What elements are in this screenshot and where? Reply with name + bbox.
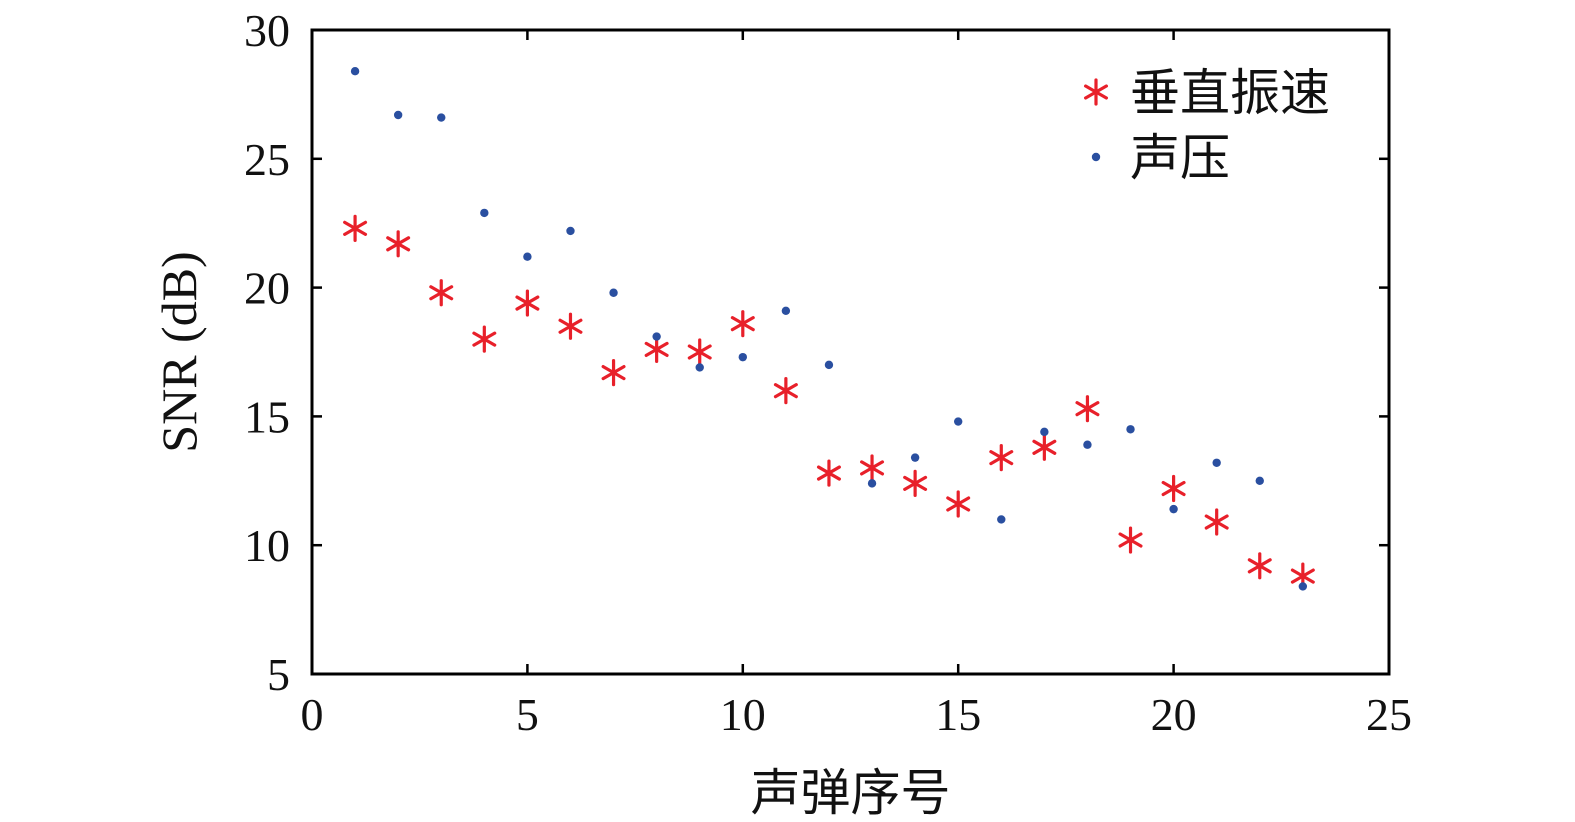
asterisk-stroke — [1075, 401, 1100, 417]
data-point-asterisk — [343, 214, 368, 242]
legend-item-vertical-velocity: 垂直振速 — [1084, 65, 1330, 121]
data-point-asterisk — [1161, 474, 1186, 503]
data-point-asterisk — [601, 359, 626, 387]
data-point-asterisk — [644, 335, 669, 364]
data-point-asterisk — [1032, 433, 1057, 461]
data-point-asterisk — [903, 469, 928, 497]
data-point-asterisk — [730, 310, 755, 338]
asterisk-stroke — [903, 475, 928, 491]
data-point-dot — [350, 67, 360, 76]
asterisk-stroke — [773, 383, 798, 399]
legend-dot-symbol — [1091, 152, 1101, 162]
asterisk-stroke — [1032, 439, 1057, 455]
data-point-asterisk — [773, 377, 798, 405]
asterisk-stroke — [601, 365, 626, 381]
y-tick-label: 15 — [244, 391, 290, 442]
asterisk-stroke — [1118, 532, 1143, 548]
legend: 垂直振速 声压 — [1084, 65, 1330, 186]
data-point-dot — [695, 363, 704, 372]
asterisk-stroke — [429, 285, 454, 301]
asterisk-stroke — [946, 496, 971, 512]
data-point-asterisk — [429, 279, 454, 307]
series-sound-pressure — [350, 67, 1308, 591]
data-point-dot — [824, 360, 834, 370]
data-point-asterisk — [558, 312, 583, 340]
data-point-asterisk — [515, 289, 540, 317]
x-tick-label: 5 — [516, 689, 539, 740]
data-point-asterisk — [816, 459, 841, 487]
asterisk-stroke — [343, 220, 368, 236]
data-point-dot — [910, 453, 920, 462]
asterisk-stroke — [1290, 568, 1315, 584]
data-point-dot — [1083, 440, 1092, 449]
data-point-dot — [1212, 458, 1221, 467]
data-point-dot — [781, 306, 791, 315]
data-point-dot — [1126, 425, 1135, 434]
data-point-dot — [738, 352, 747, 362]
asterisk-stroke — [687, 344, 712, 360]
y-tick-label: 5 — [267, 649, 290, 700]
legend-label-vertical-velocity: 垂直振速 — [1130, 65, 1330, 121]
data-point-dot — [437, 113, 446, 122]
x-tick-label: 20 — [1151, 689, 1197, 740]
plot-frame — [310, 28, 1391, 676]
asterisk-stroke — [644, 341, 669, 358]
x-tick-label: 25 — [1366, 689, 1412, 740]
x-tick-label: 0 — [301, 689, 324, 740]
data-point-asterisk — [1247, 552, 1272, 580]
data-point-dot — [997, 515, 1006, 524]
asterisk-stroke — [515, 295, 540, 311]
data-point-asterisk — [946, 490, 971, 518]
x-tick-label: 15 — [935, 689, 981, 740]
y-tick-label: 10 — [244, 520, 290, 571]
data-point-asterisk — [1204, 508, 1229, 536]
data-point-asterisk — [386, 230, 411, 258]
data-point-dot — [609, 288, 618, 297]
data-point-dot — [393, 110, 403, 120]
asterisk-stroke — [1161, 480, 1186, 497]
asterisk-stroke — [1204, 514, 1229, 530]
y-tick-label: 30 — [244, 5, 290, 56]
marks-layer — [343, 67, 1315, 591]
data-point-dot — [566, 226, 575, 236]
asterisk-stroke — [386, 236, 411, 252]
legend-item-sound-pressure: 声压 — [1091, 130, 1230, 186]
data-point-dot — [1255, 476, 1264, 485]
asterisk-stroke — [1247, 558, 1272, 574]
y-tick-label: 25 — [244, 134, 290, 185]
data-point-asterisk — [1118, 526, 1143, 554]
data-point-dot — [652, 332, 661, 341]
asterisk-stroke — [558, 318, 583, 334]
data-point-asterisk — [1075, 395, 1100, 423]
legend-marker-asterisk — [1084, 78, 1108, 106]
data-point-asterisk — [472, 325, 497, 353]
data-point-dot — [480, 208, 489, 218]
asterisk-stroke — [1084, 84, 1108, 100]
legend-asterisk-symbol — [1084, 78, 1108, 106]
data-point-dot — [867, 479, 877, 488]
x-tick-label: 10 — [720, 689, 766, 740]
y-tick-label: 20 — [244, 263, 290, 314]
data-point-asterisk — [860, 454, 885, 482]
data-point-asterisk — [989, 444, 1014, 472]
data-point-dot — [1040, 427, 1049, 437]
data-point-dot — [1298, 582, 1308, 591]
asterisk-stroke — [989, 450, 1014, 466]
asterisk-stroke — [860, 460, 885, 476]
data-point-dot — [1169, 504, 1178, 514]
asterisk-stroke — [730, 316, 755, 332]
series-vertical-velocity — [343, 214, 1315, 590]
x-axis-label: 声弹序号 — [751, 765, 951, 821]
data-point-asterisk — [687, 338, 712, 366]
data-point-dot — [954, 417, 963, 426]
legend-label-sound-pressure: 声压 — [1130, 130, 1230, 186]
asterisk-stroke — [472, 331, 497, 347]
asterisk-stroke — [816, 465, 841, 481]
y-axis-label: SNR (dB) — [151, 251, 207, 452]
legend-marker-dot — [1091, 152, 1101, 162]
data-point-dot — [523, 252, 532, 261]
